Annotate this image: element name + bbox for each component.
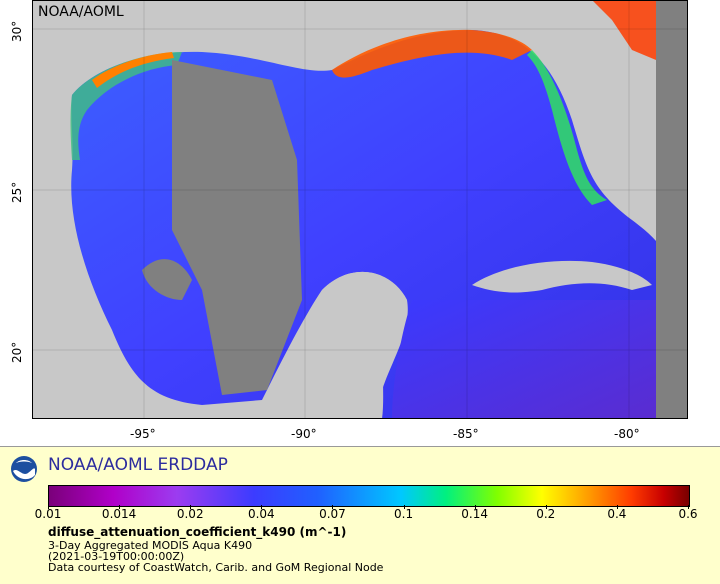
map-watermark: NOAA/AOML bbox=[38, 4, 124, 20]
noaa-logo-icon bbox=[11, 456, 37, 482]
no-data-swath-west bbox=[172, 60, 302, 395]
scale-tick-mark bbox=[474, 505, 476, 509]
scale-tick-mark bbox=[190, 505, 192, 509]
scale-tick-mark bbox=[48, 505, 49, 509]
scale-tick-mark bbox=[545, 505, 547, 509]
northern-coast-band bbox=[332, 29, 532, 78]
no-data-patch-west bbox=[142, 259, 192, 300]
lon-tick-90: -90° bbox=[291, 427, 317, 441]
scale-tick-mark bbox=[332, 505, 334, 509]
scale-tick-label: 0.01 bbox=[34, 507, 62, 521]
lat-tick-25: 25° bbox=[10, 181, 24, 203]
legend-panel: NOAA/AOML ERDDAP diffuse_attenuation_coe… bbox=[0, 446, 720, 584]
graticule bbox=[32, 0, 688, 419]
scale-tick-label: 0.014 bbox=[101, 507, 137, 521]
no-data-swath-east bbox=[656, 0, 688, 419]
scale-tick-mark bbox=[261, 505, 263, 509]
data-credit: Data courtesy of CoastWatch, Carib. and … bbox=[48, 561, 384, 574]
scale-tick-label: 0.07 bbox=[319, 507, 346, 521]
dataset-name: 3-Day Aggregated MODIS Aqua K490 bbox=[48, 539, 253, 552]
scale-tick-label: 0.1 bbox=[394, 507, 414, 521]
color-scale-bar bbox=[48, 485, 690, 507]
scale-tick-mark bbox=[688, 505, 689, 509]
scale-tick-label: 0.6 bbox=[678, 507, 698, 521]
scale-tick-label: 0.4 bbox=[607, 507, 627, 521]
scale-tick-label: 0.2 bbox=[536, 507, 556, 521]
variable-name: diffuse_attenuation_coefficient_k490 (m^… bbox=[48, 525, 347, 539]
scale-tick-label: 0.02 bbox=[176, 507, 204, 521]
legend-title: NOAA/AOML ERDDAP bbox=[48, 455, 228, 475]
lon-tick-95: -95° bbox=[130, 427, 156, 441]
caribbean-sea bbox=[392, 300, 656, 419]
cuba-land bbox=[472, 260, 652, 293]
scale-tick-mark bbox=[616, 505, 618, 509]
satellite-map bbox=[32, 0, 688, 419]
scale-tick-label: 0.14 bbox=[461, 507, 489, 521]
lat-tick-30: 30° bbox=[10, 20, 24, 42]
florida-turbid bbox=[592, 0, 656, 60]
scale-tick-mark bbox=[119, 505, 121, 509]
lon-tick-80: -80° bbox=[614, 427, 640, 441]
map-panel bbox=[32, 0, 688, 419]
yucatan-land bbox=[272, 271, 408, 419]
lat-tick-20: 20° bbox=[10, 341, 24, 363]
texas-coast-edge bbox=[92, 52, 174, 88]
time-stamp: (2021-03-19T00:00:00Z) bbox=[48, 550, 185, 563]
lon-tick-85: -85° bbox=[453, 427, 479, 441]
florida-land bbox=[552, 0, 656, 190]
scale-tick-mark bbox=[403, 505, 405, 509]
scale-tick-label: 0.04 bbox=[247, 507, 275, 521]
florida-coast-band bbox=[527, 50, 607, 205]
